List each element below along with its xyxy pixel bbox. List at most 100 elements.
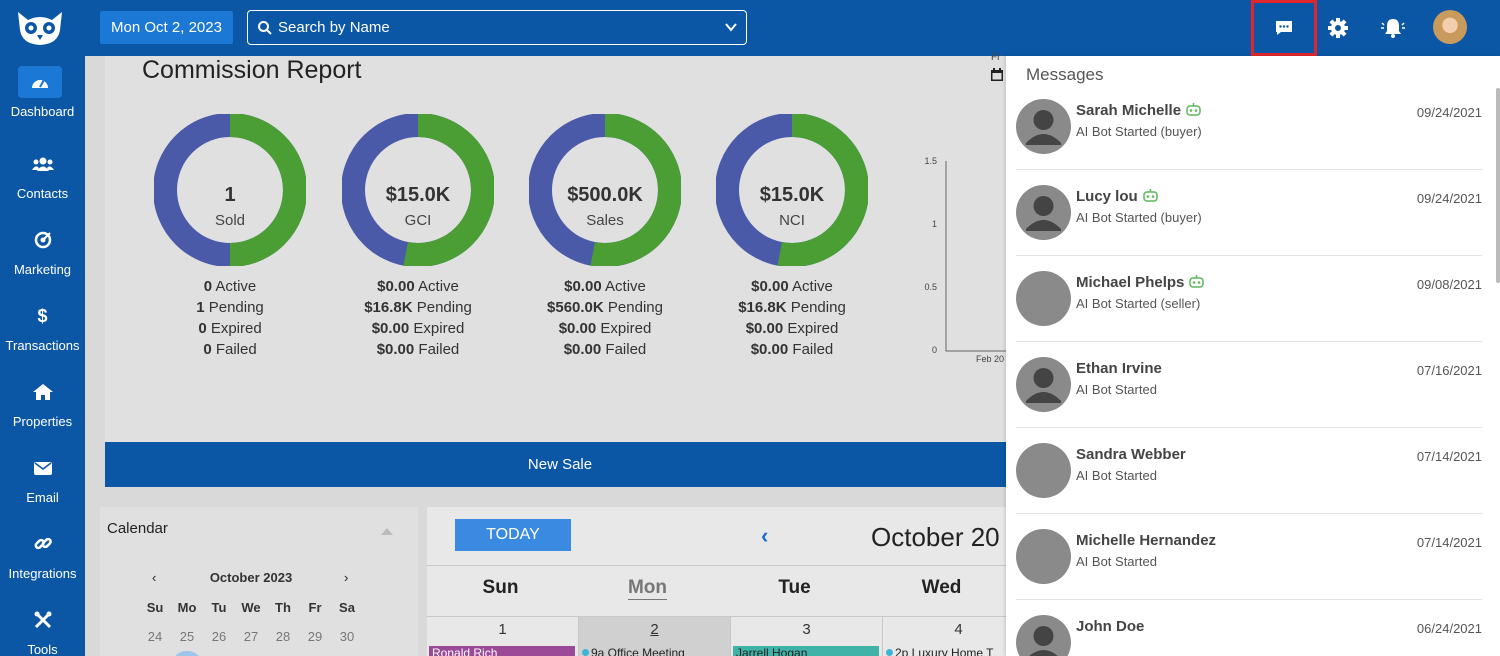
user-avatar[interactable] bbox=[1433, 10, 1467, 44]
day-cell[interactable]: 1 Ronald Rich bbox=[427, 617, 579, 656]
sidebar-item-email[interactable]: Email bbox=[0, 452, 85, 522]
chevron-down-icon[interactable] bbox=[724, 20, 738, 34]
message-sender: Michael Phelps bbox=[1076, 274, 1205, 291]
sidebar: Dashboard Contacts Marketing $ Transacti… bbox=[0, 0, 85, 656]
sidebar-item-label: Transactions bbox=[5, 338, 80, 353]
day-cell[interactable]: 25 bbox=[179, 629, 195, 644]
calendar-event[interactable]: Jarrell Hogan bbox=[733, 646, 879, 656]
donut-stats: $0.00 Active $560.0K Pending $0.00 Expired… bbox=[520, 276, 690, 360]
donut-green-segment bbox=[154, 114, 306, 266]
day-cell[interactable]: 30 bbox=[339, 629, 355, 644]
notifications-button[interactable] bbox=[1373, 8, 1413, 48]
message-item[interactable]: Michael Phelps AI Bot Started (seller) 09/… bbox=[1016, 256, 1482, 342]
search-input[interactable]: Search by Name bbox=[247, 10, 747, 45]
donut-value: $15.0K bbox=[385, 184, 451, 206]
donut-chart bbox=[716, 114, 868, 266]
day-cell[interactable]: 3 Jarrell Hogan bbox=[731, 617, 883, 656]
scrollbar[interactable] bbox=[1496, 88, 1500, 283]
message-sender: John Doe bbox=[1076, 618, 1145, 635]
weekday-label: Th bbox=[275, 600, 291, 615]
messages-panel: Messages Sarah Michelle AI Bot Started (b… bbox=[1006, 56, 1500, 656]
new-sale-button[interactable]: New Sale bbox=[105, 442, 1015, 487]
prev-month-button[interactable]: ‹ bbox=[152, 570, 157, 585]
message-sender: Lucy lou bbox=[1076, 188, 1158, 205]
message-preview: AI Bot Started (buyer) bbox=[1076, 210, 1202, 225]
y-tick: 1.5 bbox=[924, 156, 937, 166]
stat-pending: $560.0K Pending bbox=[547, 299, 663, 316]
search-placeholder: Search by Name bbox=[278, 19, 390, 36]
message-item[interactable]: John Doe 06/24/2021 bbox=[1016, 600, 1482, 656]
sidebar-item-tools[interactable]: Tools bbox=[0, 604, 85, 656]
donut-green-segment bbox=[716, 114, 868, 266]
message-preview: AI Bot Started bbox=[1076, 382, 1157, 397]
weekday-label: Mo bbox=[177, 600, 197, 615]
day-cell[interactable]: 29 bbox=[307, 629, 323, 644]
stat-expired: 0 Expired bbox=[198, 320, 262, 337]
commission-donut-sold: 1 Sold 0 Active 1 Pending 0 Expired 0 Failed bbox=[145, 114, 315, 360]
sidebar-item-contacts[interactable]: Contacts bbox=[0, 148, 85, 218]
day-cell[interactable]: 28 bbox=[275, 629, 291, 644]
today-button[interactable]: TODAY bbox=[455, 519, 571, 551]
weekday-header: Sun Mon Tue Wed bbox=[427, 565, 1015, 617]
sidebar-item-label: Tools bbox=[27, 642, 58, 656]
bell-icon bbox=[1381, 19, 1405, 38]
message-sender: Sandra Webber bbox=[1076, 446, 1186, 463]
message-date: 07/14/2021 bbox=[1416, 535, 1482, 550]
search-icon bbox=[258, 20, 272, 35]
commission-donut-sales: $500.0K Sales $0.00 Active $560.0K Pending $… bbox=[520, 114, 690, 360]
message-sender: Sarah Michelle bbox=[1076, 102, 1201, 119]
day-cell[interactable]: 24 bbox=[147, 629, 163, 644]
calendar-icon[interactable] bbox=[991, 68, 1003, 81]
donut-stats: $0.00 Active $16.8K Pending $0.00 Expired $… bbox=[707, 276, 877, 360]
settings-button[interactable] bbox=[1318, 8, 1358, 48]
weekday-wed: Wed bbox=[921, 577, 962, 598]
default-avatar-icon bbox=[1016, 357, 1071, 412]
stat-pending: $16.8K Pending bbox=[738, 299, 846, 316]
current-date-button[interactable]: Mon Oct 2, 2023 bbox=[100, 11, 233, 44]
donut-chart bbox=[154, 114, 306, 266]
weekday-label: Su bbox=[146, 600, 164, 615]
calendar-event[interactable]: 9a Office Meeting bbox=[581, 646, 727, 656]
sidebar-item-label: Contacts bbox=[16, 186, 69, 201]
donut-label: Sold bbox=[214, 212, 246, 229]
robot-icon bbox=[1186, 103, 1201, 116]
top-header: Mon Oct 2, 2023 Search by Name bbox=[85, 0, 1500, 56]
collapse-up-icon[interactable] bbox=[381, 528, 393, 535]
contact-photo bbox=[1016, 443, 1071, 498]
day-cell[interactable]: 2 9a Office Meeting bbox=[579, 617, 731, 656]
y-tick: 1 bbox=[932, 219, 937, 229]
stat-pending: 1 Pending bbox=[196, 299, 264, 316]
sidebar-item-integrations[interactable]: Integrations bbox=[0, 528, 85, 598]
tools-icon bbox=[21, 604, 65, 636]
chevron-left-icon[interactable]: ‹ bbox=[761, 523, 769, 548]
owl-logo-icon[interactable] bbox=[14, 10, 66, 46]
messages-button[interactable] bbox=[1251, 0, 1317, 56]
envelope-icon bbox=[21, 452, 65, 484]
sidebar-item-label: Integrations bbox=[8, 566, 77, 581]
selected-day-marker[interactable] bbox=[172, 651, 202, 656]
message-item[interactable]: Sarah Michelle AI Bot Started (buyer) 09/2… bbox=[1016, 84, 1482, 170]
donut-value: 1 bbox=[224, 184, 236, 206]
calendar-event[interactable]: 2p Luxury Home T bbox=[885, 646, 1031, 656]
dollar-icon: $ bbox=[37, 305, 48, 326]
message-item[interactable]: Ethan Irvine AI Bot Started 07/16/2021 bbox=[1016, 342, 1482, 428]
message-item[interactable]: Michelle Hernandez AI Bot Started 07/14/20… bbox=[1016, 514, 1482, 600]
commission-donut-nci: $15.0K NCI $0.00 Active $16.8K Pending $0.00… bbox=[707, 114, 877, 360]
day-cell[interactable]: 26 bbox=[211, 629, 227, 644]
next-month-button[interactable]: › bbox=[344, 570, 349, 585]
message-preview: AI Bot Started bbox=[1076, 468, 1157, 483]
target-icon bbox=[21, 224, 65, 256]
sidebar-item-label: Properties bbox=[12, 414, 73, 429]
calendar-event[interactable]: Ronald Rich bbox=[429, 646, 575, 656]
weekday-tue: Tue bbox=[778, 577, 811, 598]
sidebar-item-properties[interactable]: Properties bbox=[0, 376, 85, 446]
sidebar-item-dashboard[interactable]: Dashboard bbox=[0, 66, 85, 136]
sidebar-item-marketing[interactable]: Marketing bbox=[0, 224, 85, 294]
y-tick: 0.5 bbox=[924, 282, 937, 292]
robot-icon bbox=[1142, 189, 1158, 202]
day-cell[interactable]: 27 bbox=[243, 629, 259, 644]
sidebar-item-transactions[interactable]: $ Transactions bbox=[0, 300, 85, 370]
message-item[interactable]: Lucy lou AI Bot Started (buyer) 09/24/2021 bbox=[1016, 170, 1482, 256]
weekday-label: Sa bbox=[339, 600, 355, 615]
message-item[interactable]: Sandra Webber AI Bot Started 07/14/2021 bbox=[1016, 428, 1482, 514]
